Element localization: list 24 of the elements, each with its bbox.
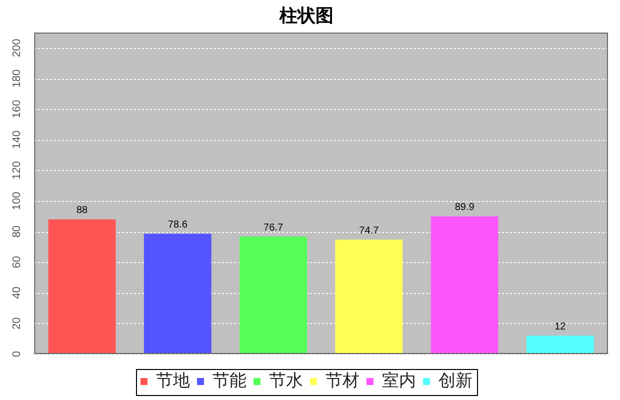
- legend-label: 节材: [326, 370, 360, 391]
- y-tick-label: 0: [11, 350, 24, 358]
- legend-label: 室内: [382, 370, 416, 391]
- y-tick-label: 40: [11, 286, 24, 299]
- y-tick-label: 60: [11, 256, 24, 268]
- data-label: 88: [76, 205, 88, 216]
- y-tick-label: 180: [11, 69, 24, 88]
- data-label: 74.7: [359, 225, 380, 236]
- legend-label: 创新: [438, 370, 472, 391]
- y-tick-label: 100: [11, 192, 24, 210]
- legend-label: 节地: [156, 370, 190, 391]
- y-tick-label: 80: [11, 225, 24, 238]
- data-label: 89.9: [454, 202, 475, 214]
- y-tick-label: 20: [11, 317, 24, 330]
- data-label: 76.7: [264, 222, 284, 234]
- y-tick-label: 140: [11, 130, 24, 149]
- y-tick-label: 200: [11, 38, 24, 58]
- data-label: 78.6: [168, 219, 188, 230]
- chart-title: 柱状图: [278, 5, 334, 26]
- legend-label: 节水: [269, 370, 303, 391]
- y-tick-label: 160: [11, 100, 24, 118]
- data-label: 12: [554, 321, 566, 332]
- legend-label: 节能: [212, 370, 246, 391]
- y-tick-label: 120: [11, 161, 24, 180]
